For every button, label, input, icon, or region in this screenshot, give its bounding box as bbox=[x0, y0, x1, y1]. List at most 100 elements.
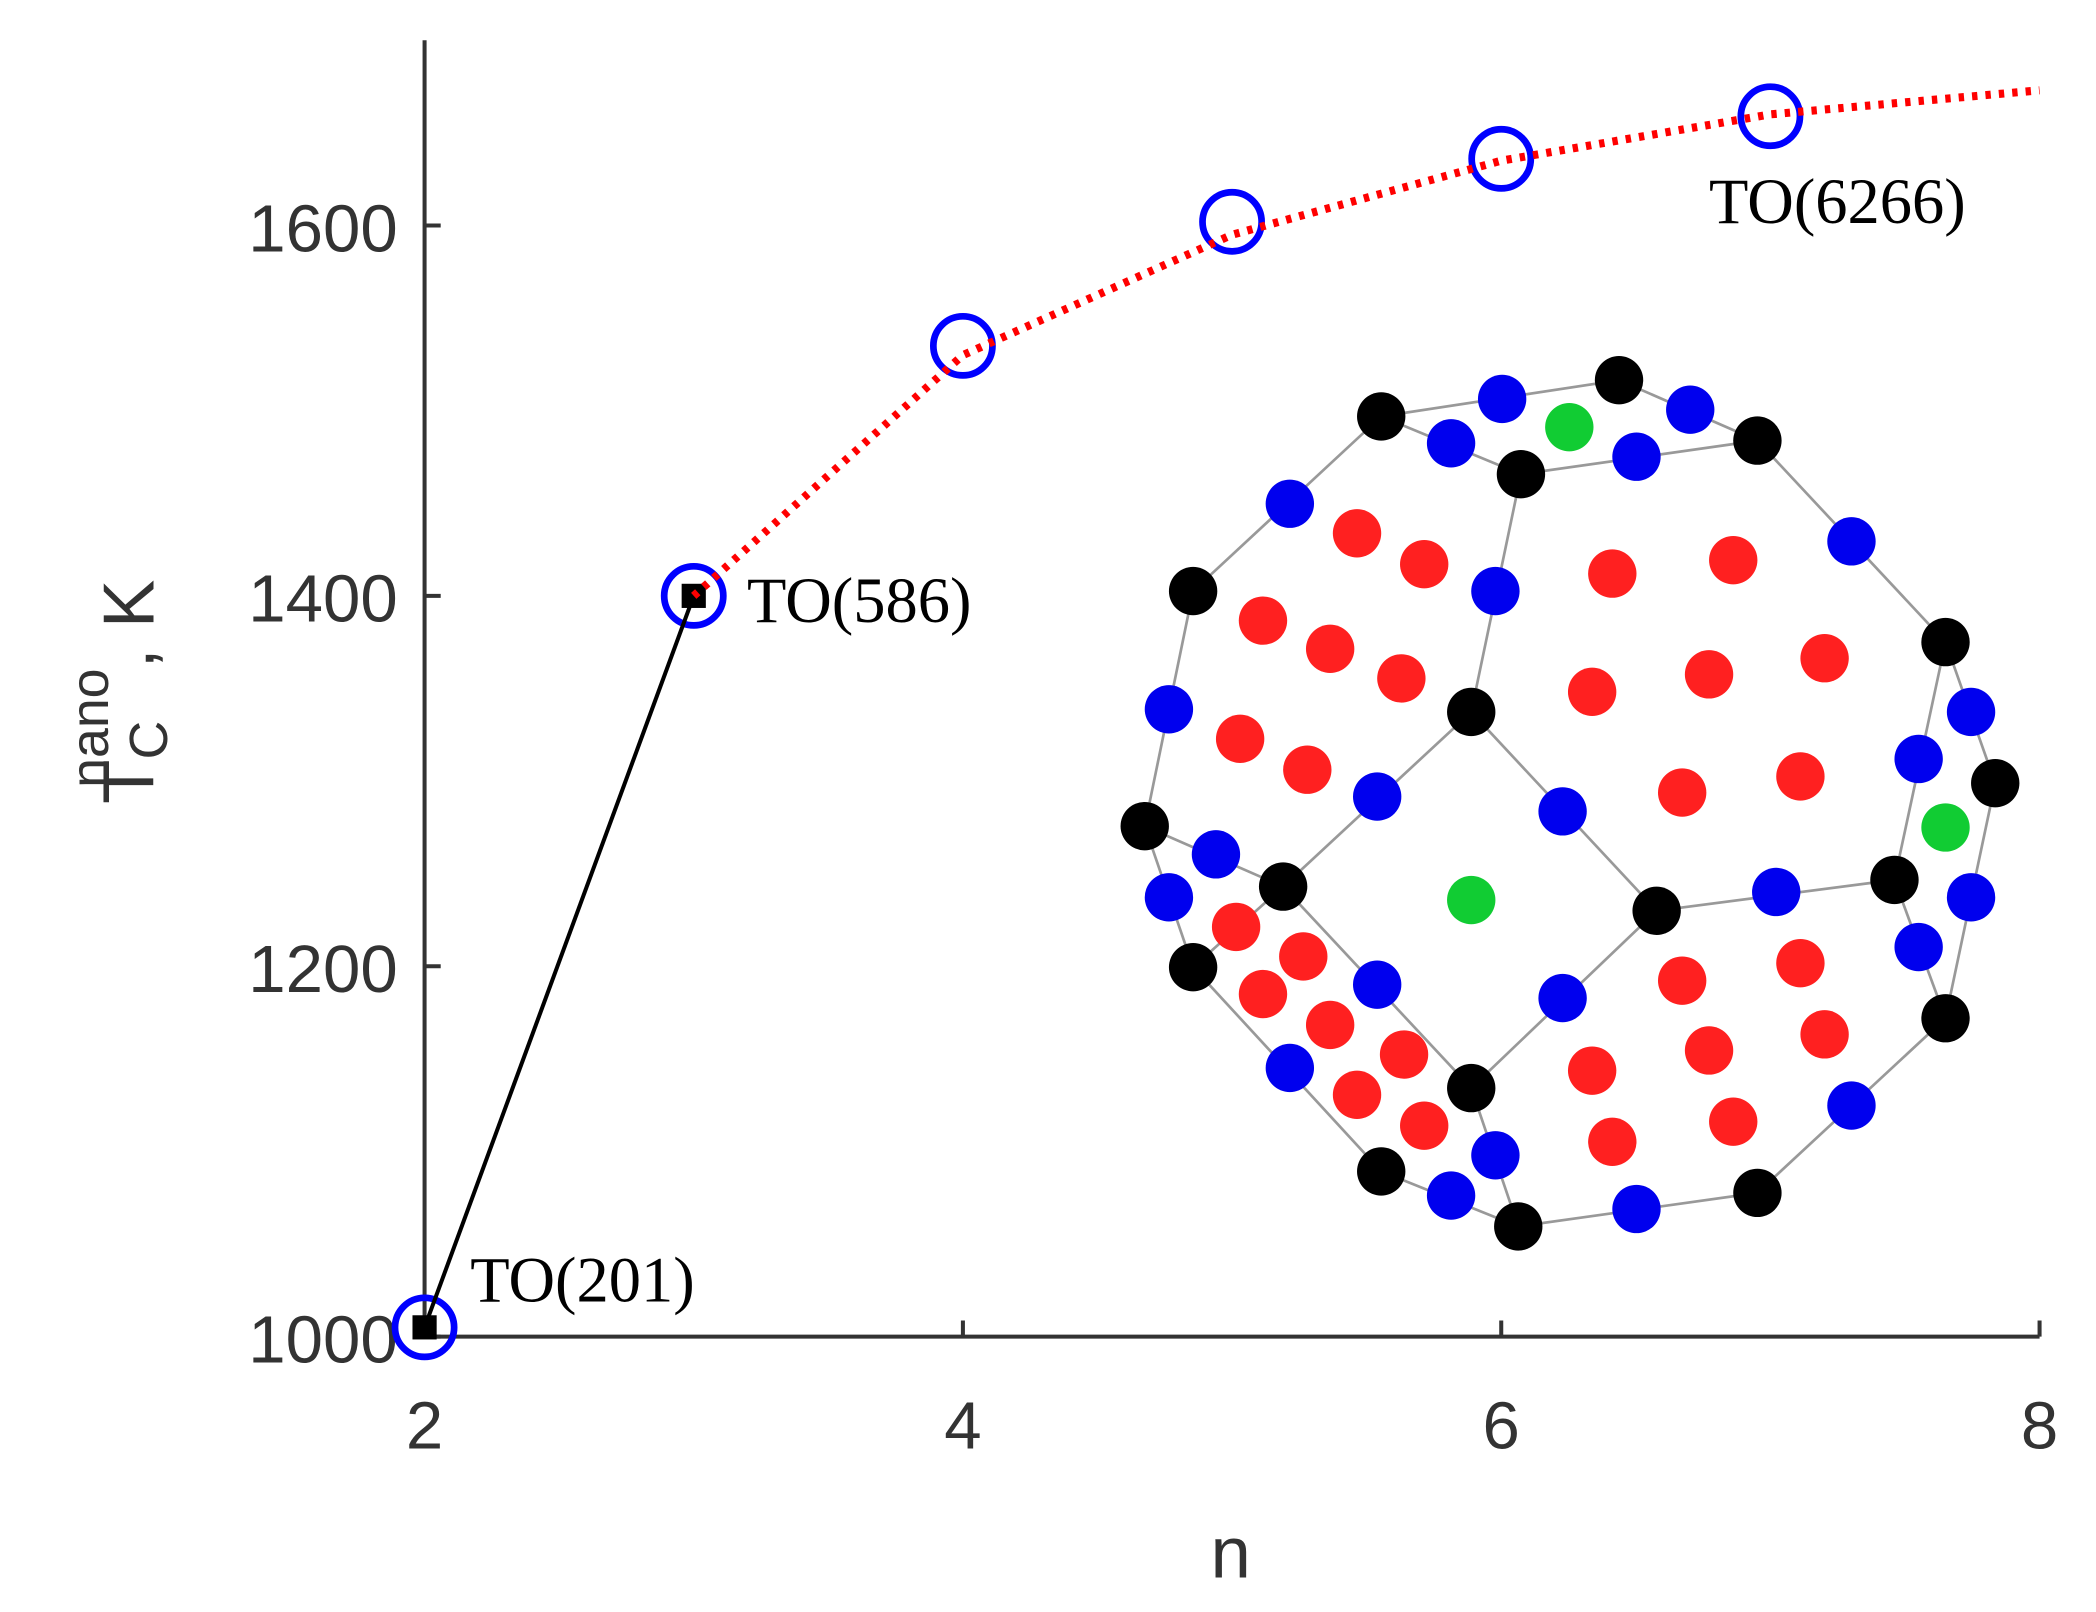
atom bbox=[1379, 1030, 1429, 1079]
y-label-sub: C bbox=[119, 721, 179, 760]
atom bbox=[1733, 1168, 1782, 1218]
atom bbox=[1684, 1026, 1734, 1075]
atom bbox=[1684, 650, 1734, 699]
atom bbox=[1588, 1117, 1637, 1167]
atom bbox=[1921, 994, 1970, 1043]
atom bbox=[1352, 960, 1402, 1009]
annotation: TO(586) bbox=[747, 565, 971, 636]
atom bbox=[1827, 517, 1876, 566]
y-tick-label: 1000 bbox=[248, 1302, 397, 1377]
marker-square bbox=[412, 1315, 437, 1340]
atom bbox=[1191, 830, 1241, 879]
annotation: TO(201) bbox=[470, 1245, 694, 1316]
atom bbox=[1215, 714, 1265, 764]
atom bbox=[1144, 873, 1194, 922]
y-label-unit: , K bbox=[89, 580, 170, 669]
atom bbox=[1538, 973, 1587, 1023]
atom bbox=[1265, 1043, 1315, 1093]
marker-circle bbox=[1737, 83, 1804, 150]
x-tick-label: 2 bbox=[406, 1388, 443, 1463]
atom bbox=[1211, 902, 1261, 952]
atom bbox=[1921, 803, 1970, 852]
atom bbox=[1594, 355, 1644, 405]
atom bbox=[1494, 1202, 1543, 1251]
atom bbox=[1168, 943, 1218, 992]
atom bbox=[1144, 685, 1194, 734]
atom bbox=[1567, 667, 1617, 716]
atom bbox=[1800, 634, 1849, 683]
atom bbox=[1827, 1081, 1876, 1130]
atom bbox=[1946, 873, 1996, 922]
atom bbox=[1426, 419, 1476, 468]
atom bbox=[1352, 772, 1402, 821]
atom bbox=[1894, 922, 1943, 972]
atom bbox=[1545, 403, 1594, 452]
atom bbox=[1870, 855, 1919, 905]
y-axis-label: TCnano, K bbox=[60, 580, 179, 804]
atom bbox=[1567, 1046, 1617, 1095]
atom bbox=[1946, 687, 1996, 737]
atom bbox=[1400, 1101, 1449, 1150]
atom bbox=[1471, 566, 1520, 616]
atom bbox=[1305, 624, 1355, 674]
atom bbox=[1800, 1010, 1849, 1059]
atom bbox=[1305, 1000, 1355, 1050]
atom bbox=[1447, 687, 1496, 737]
atom bbox=[1733, 416, 1782, 465]
atom bbox=[1471, 1131, 1520, 1180]
x-tick-label: 8 bbox=[2021, 1388, 2058, 1463]
atom bbox=[1258, 862, 1308, 911]
atom bbox=[1657, 768, 1707, 817]
y-tick-label: 1400 bbox=[248, 562, 397, 637]
atom bbox=[1400, 540, 1449, 589]
atom bbox=[1238, 969, 1288, 1019]
marker-circle bbox=[1199, 188, 1265, 255]
atom bbox=[1283, 745, 1332, 794]
atom bbox=[1357, 392, 1406, 441]
atom bbox=[1612, 1184, 1661, 1234]
marker-circle bbox=[929, 312, 996, 379]
atom bbox=[1279, 932, 1328, 981]
atom bbox=[1447, 1063, 1496, 1113]
y-label-sup: nano bbox=[60, 668, 120, 788]
atom bbox=[1971, 758, 2020, 808]
molecule-inset bbox=[1120, 355, 2020, 1251]
x-tick-label: 6 bbox=[1483, 1388, 1520, 1463]
atom bbox=[1357, 1147, 1406, 1196]
atom bbox=[1447, 875, 1496, 925]
atom bbox=[1168, 566, 1218, 616]
x-axis-label: n bbox=[1211, 1512, 1251, 1593]
atom bbox=[1612, 432, 1661, 481]
atom bbox=[1477, 374, 1527, 424]
atom bbox=[1332, 1070, 1382, 1119]
y-label-main: T bbox=[89, 760, 170, 804]
atom bbox=[1332, 509, 1382, 558]
annotation: TO(6266) bbox=[1709, 166, 1966, 237]
atom bbox=[1894, 734, 1943, 784]
y-tick-label: 1200 bbox=[248, 932, 397, 1007]
atom bbox=[1776, 938, 1825, 988]
x-tick-label: 4 bbox=[944, 1388, 981, 1463]
atom bbox=[1426, 1171, 1476, 1220]
atom bbox=[1238, 596, 1288, 645]
atom bbox=[1921, 617, 1970, 667]
marker-circle bbox=[1468, 125, 1535, 192]
atom bbox=[1538, 787, 1587, 836]
series-line bbox=[422, 595, 696, 1329]
atom bbox=[1709, 535, 1758, 585]
atom bbox=[1265, 479, 1315, 528]
atom bbox=[1752, 867, 1801, 917]
atom bbox=[1657, 956, 1707, 1005]
atom bbox=[1588, 549, 1637, 598]
atom bbox=[1377, 654, 1426, 703]
atom bbox=[1632, 886, 1681, 935]
atom bbox=[1120, 801, 1169, 851]
atom bbox=[1776, 752, 1825, 801]
y-tick-label: 1600 bbox=[248, 191, 397, 266]
series-line bbox=[691, 86, 2040, 599]
atom bbox=[1496, 450, 1546, 499]
atom bbox=[1666, 385, 1715, 434]
marker-circle bbox=[391, 1294, 458, 1361]
